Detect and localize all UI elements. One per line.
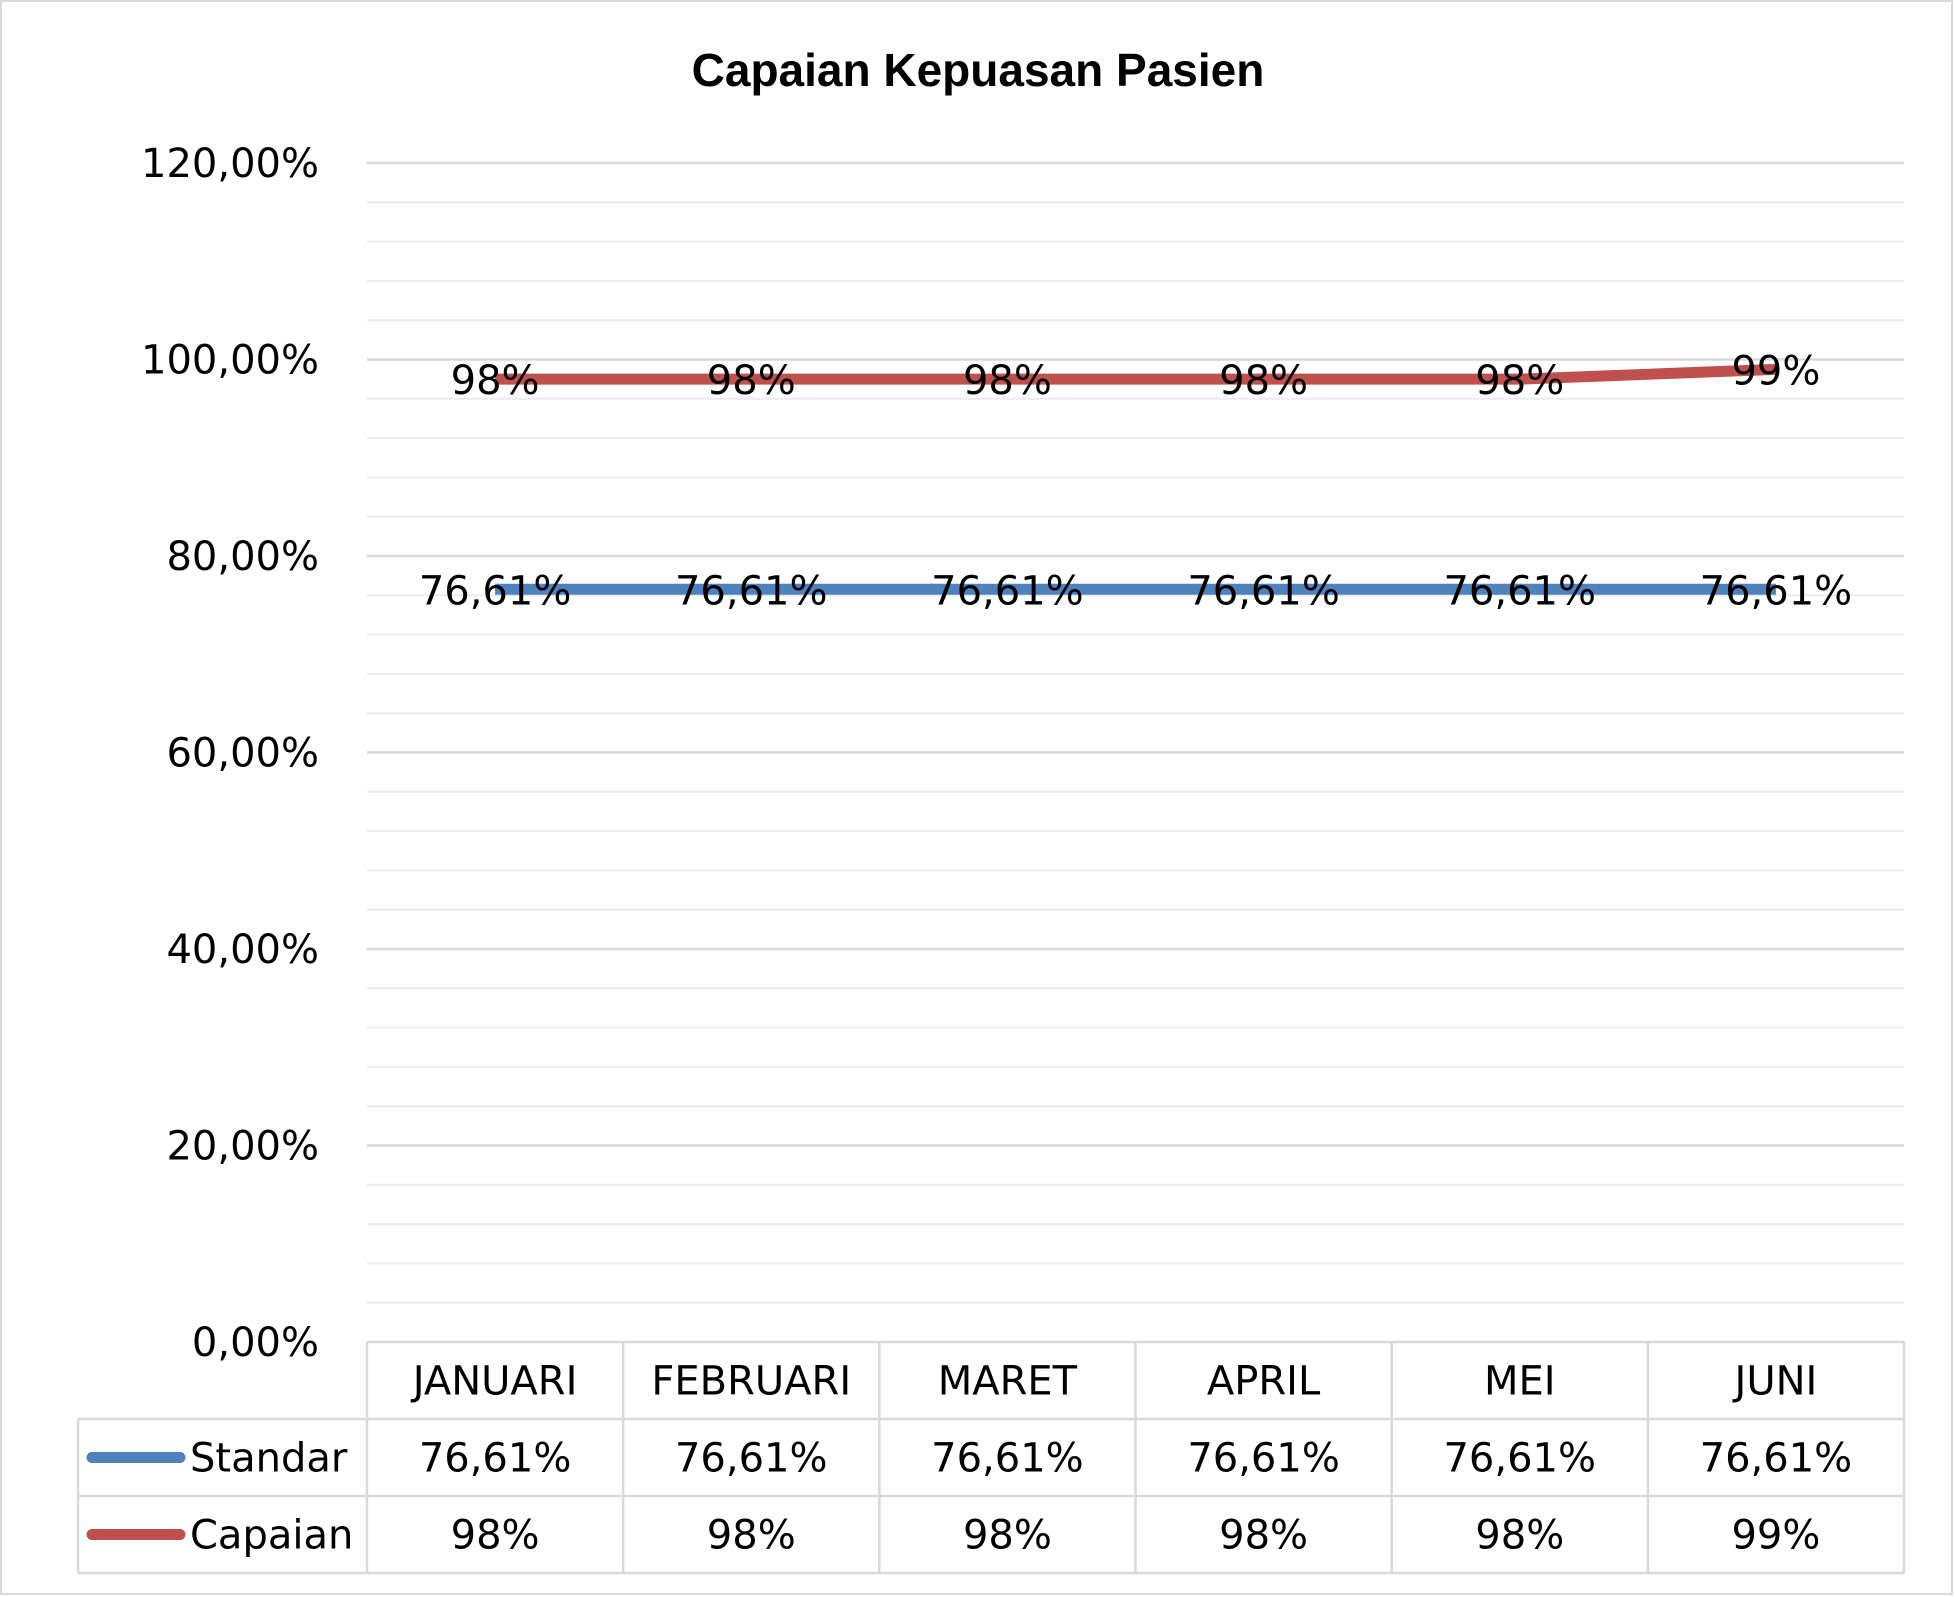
- y-tick-label: 40,00%: [166, 927, 319, 973]
- table-cell: 76,61%: [1443, 1436, 1596, 1482]
- table-cell: 98%: [963, 1513, 1052, 1559]
- legend-label: Capaian: [190, 1513, 353, 1559]
- y-axis-ticks: 0,00% 20,00% 40,00% 60,00% 80,00% 100,00% 120,…: [141, 141, 319, 1366]
- series-lines: [495, 363, 1777, 595]
- data-label: 76,61%: [1443, 568, 1596, 614]
- data-label: 98%: [1219, 358, 1308, 404]
- series-line-capaian: [495, 363, 1777, 385]
- table-cell: 98%: [707, 1513, 796, 1559]
- data-labels: 76,61% 76,61% 76,61% 76,61% 76,61% 76,61% 98% 9…: [419, 348, 1852, 614]
- data-label: 98%: [451, 358, 540, 404]
- data-label: 99%: [1731, 348, 1820, 394]
- data-label: 76,61%: [1187, 568, 1340, 614]
- table-cell: 98%: [451, 1513, 540, 1559]
- x-tick-label: FEBRUARI: [651, 1359, 851, 1405]
- data-label: 76,61%: [419, 568, 572, 614]
- x-tick-label: MARET: [938, 1359, 1078, 1405]
- y-tick-label: 20,00%: [166, 1124, 319, 1170]
- y-tick-label: 100,00%: [141, 338, 319, 384]
- data-label: 98%: [963, 358, 1052, 404]
- legend-label: Standar: [190, 1436, 348, 1482]
- gridlines: [367, 161, 1904, 1304]
- data-label: 98%: [1475, 358, 1564, 404]
- table-cell: 76,61%: [1700, 1436, 1853, 1482]
- data-label: 76,61%: [1700, 568, 1853, 614]
- y-tick-label: 80,00%: [166, 534, 319, 580]
- data-label: 76,61%: [931, 568, 1084, 614]
- data-label: 76,61%: [675, 568, 828, 614]
- y-tick-label: 120,00%: [141, 141, 319, 187]
- data-table: JANUARI FEBRUARI MARET APRIL MEI JUNI Standar 7…: [76, 1340, 1906, 1575]
- data-label: 98%: [707, 358, 796, 404]
- table-cell: 76,61%: [1187, 1436, 1340, 1482]
- x-tick-label: JUNI: [1732, 1359, 1818, 1405]
- table-cell: 98%: [1475, 1513, 1564, 1559]
- table-cell: 99%: [1731, 1513, 1820, 1559]
- table-cell: 98%: [1219, 1513, 1308, 1559]
- y-tick-label: 60,00%: [166, 731, 319, 777]
- x-tick-label: MEI: [1484, 1359, 1556, 1405]
- table-cell: 76,61%: [419, 1436, 572, 1482]
- y-tick-label: 0,00%: [192, 1320, 319, 1366]
- chart-title: Capaian Kepuasan Pasien: [692, 44, 1265, 96]
- x-tick-label: APRIL: [1207, 1359, 1321, 1405]
- table-cell: 76,61%: [931, 1436, 1084, 1482]
- table-cell: 76,61%: [675, 1436, 828, 1482]
- x-tick-label: JANUARI: [410, 1359, 578, 1405]
